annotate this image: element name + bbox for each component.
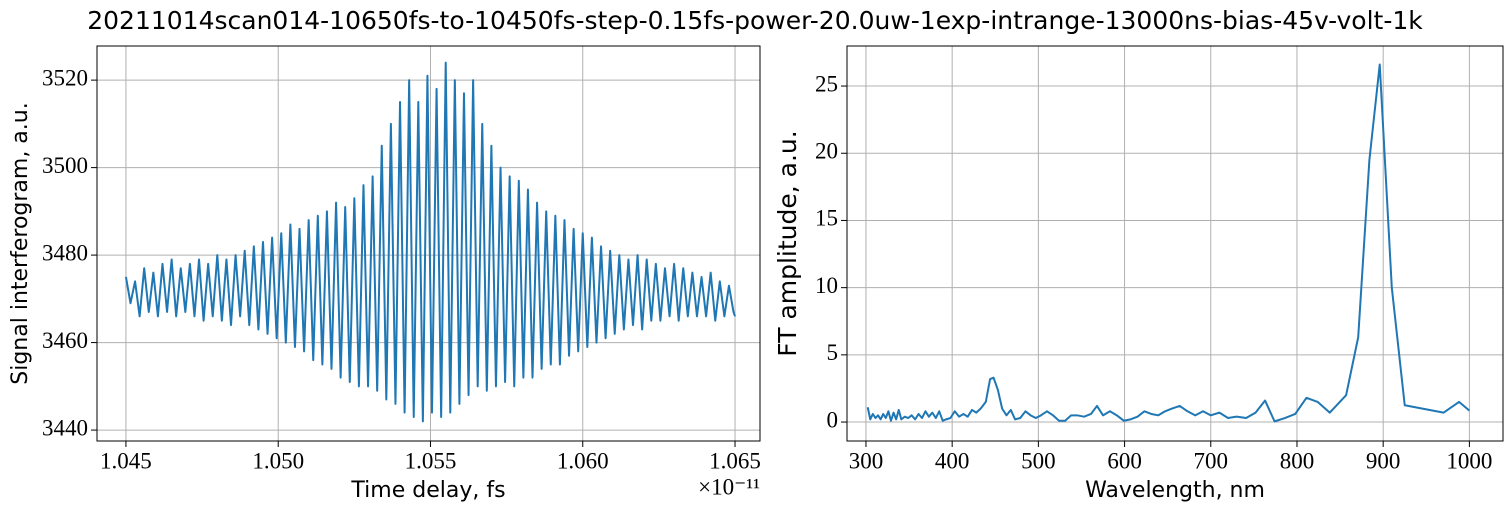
y-tick-label: 25 bbox=[815, 71, 838, 96]
x-tick-label: 1.045 bbox=[100, 448, 152, 473]
x-tick-label: 1.050 bbox=[252, 448, 304, 473]
y-tick-label: 10 bbox=[815, 273, 838, 298]
x-tick-label: 500 bbox=[1021, 448, 1056, 473]
data-line bbox=[124, 61, 736, 423]
data-line bbox=[866, 63, 1471, 423]
y-tick-label: 3460 bbox=[42, 328, 88, 353]
figure-title: 20211014scan014-10650fs-to-10450fs-step-… bbox=[87, 6, 1423, 35]
axes-frame bbox=[96, 45, 761, 442]
x-tick-label: 1000 bbox=[1446, 448, 1492, 473]
x-tick-label: 1.060 bbox=[557, 448, 609, 473]
y-tick-label: 15 bbox=[815, 206, 838, 231]
x-tick-label: 1.065 bbox=[709, 448, 761, 473]
x-offset-label: ×10⁻¹¹ bbox=[698, 474, 760, 499]
y-tick-label: 3500 bbox=[42, 153, 88, 178]
x-tick-label: 300 bbox=[849, 448, 884, 473]
x-tick-label: 800 bbox=[1280, 448, 1315, 473]
x-tick-label: 700 bbox=[1194, 448, 1229, 473]
x-tick-label: 400 bbox=[935, 448, 970, 473]
y-tick-label: 3520 bbox=[42, 65, 88, 90]
axes-frame bbox=[846, 45, 1504, 442]
y-tick-label: 0 bbox=[827, 407, 839, 432]
x-tick-label: 1.055 bbox=[405, 448, 457, 473]
x-axis-label: Time delay, fs bbox=[350, 478, 505, 503]
x-axis-label: Wavelength, nm bbox=[1085, 478, 1265, 503]
y-axis-label: Signal interferogram, a.u. bbox=[8, 102, 33, 384]
x-tick-label: 900 bbox=[1366, 448, 1401, 473]
y-axis-label: FT amplitude, a.u. bbox=[773, 130, 802, 356]
y-tick-label: 5 bbox=[827, 340, 839, 365]
y-tick-label: 3440 bbox=[42, 415, 88, 440]
y-tick-label: 20 bbox=[815, 139, 838, 164]
x-tick-label: 600 bbox=[1107, 448, 1142, 473]
y-tick-label: 3480 bbox=[42, 240, 88, 265]
